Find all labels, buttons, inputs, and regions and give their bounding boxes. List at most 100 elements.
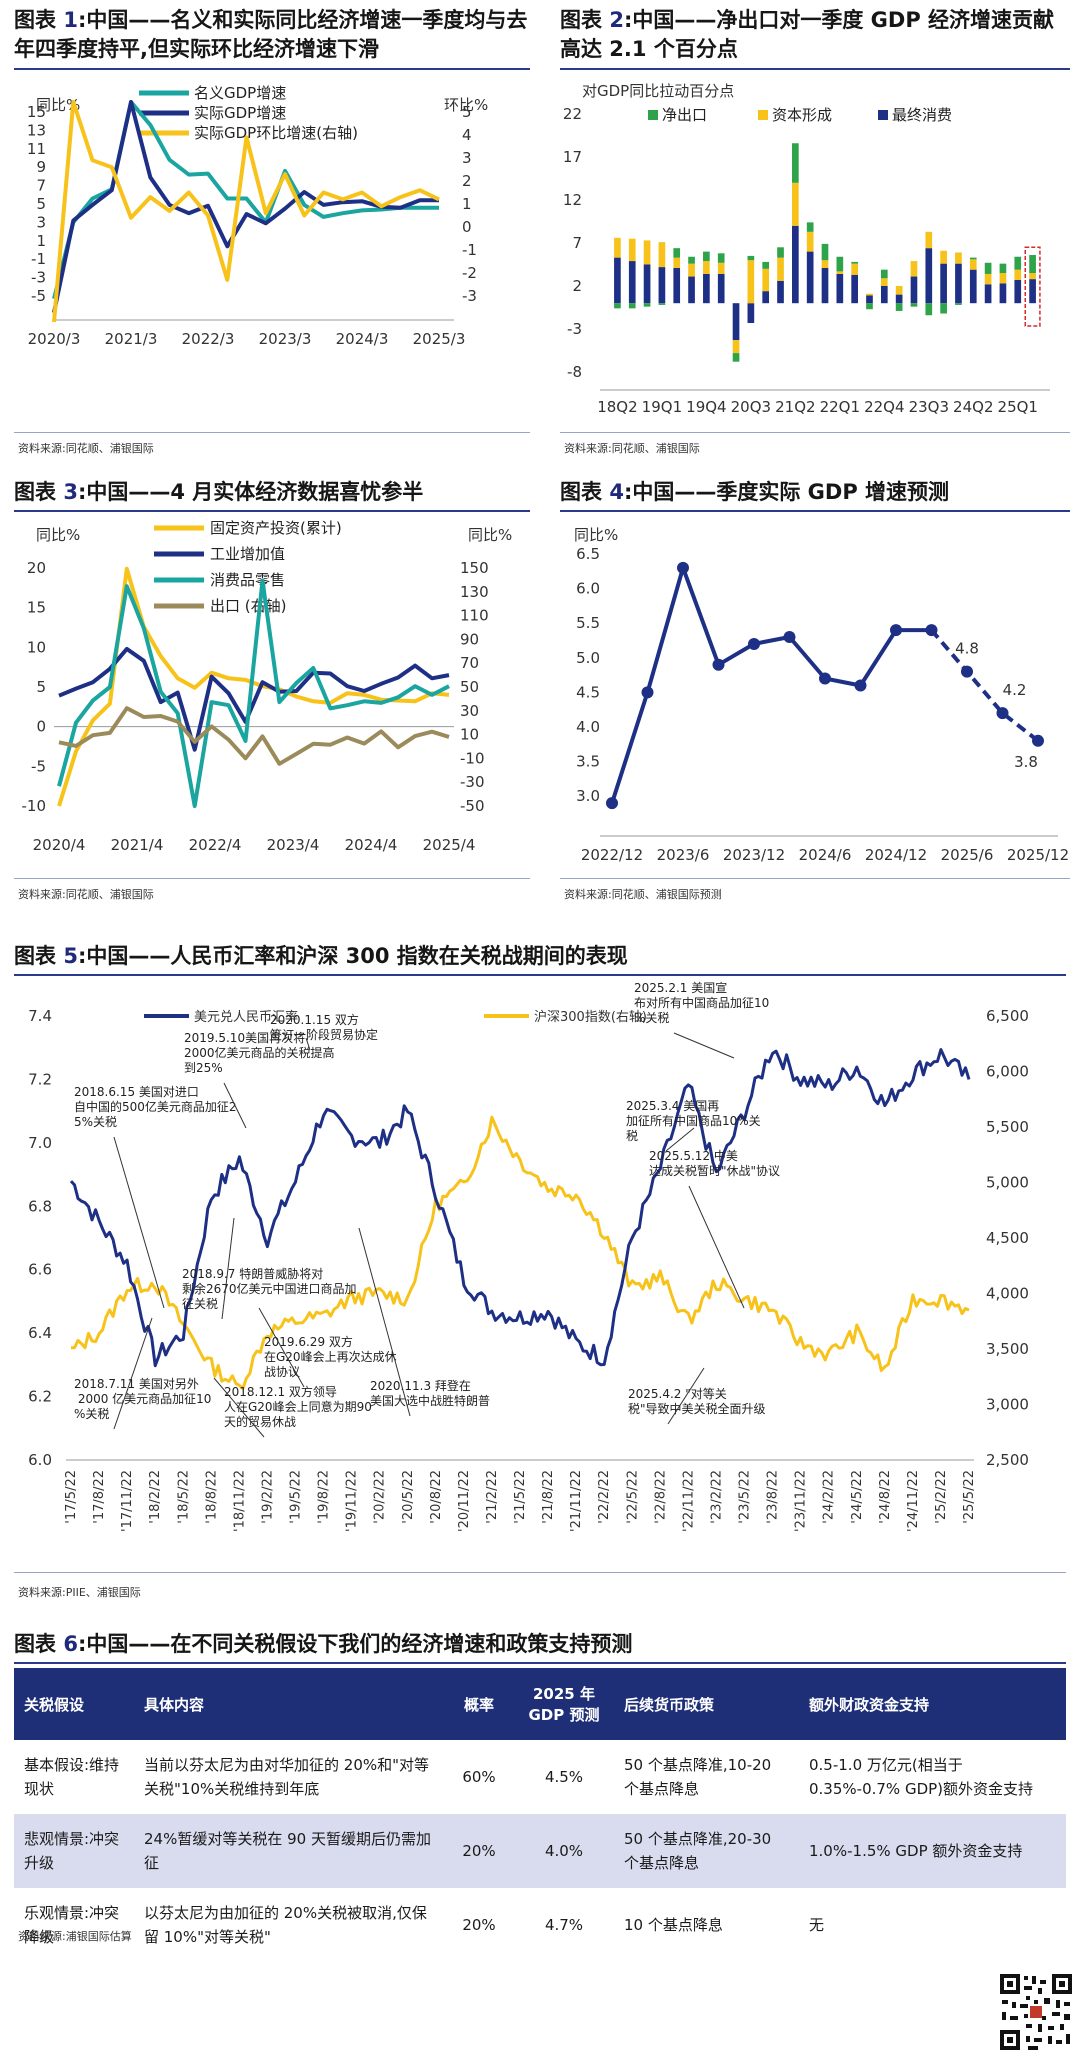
fig6-header-monetary: 后续货币政策 <box>614 1668 799 1740</box>
fig3-y2-tick: 70 <box>460 654 479 672</box>
fig1-y-tick: 7 <box>36 177 46 195</box>
fig6-header-row: 关税假设 具体内容 概率 2025 年 GDP 预测 后续货币政策 额外财政资金… <box>14 1668 1066 1740</box>
fig2-chart: 对GDP同比拉动百分点 净出口 资本形成 最终消费 22 17 12 7 2 -3 -8 18… <box>563 82 1050 416</box>
fig5-annotation-arrow <box>688 1185 745 1309</box>
fig3-y2-tick: 130 <box>460 583 489 601</box>
fig2-x-tick: 22Q1 <box>820 398 860 416</box>
fig2-bar-segment <box>984 262 992 274</box>
fig2-legend-swatch-consumption <box>878 110 888 120</box>
fig2-x-tick: 19Q4 <box>686 398 726 416</box>
fig5-x-tick: '25/2/22 <box>934 1470 949 1524</box>
fig6-cell: 4.5% <box>544 1768 584 1786</box>
fig4-data-label: 3.8 <box>1014 753 1038 771</box>
fig2-bar-segment <box>1014 279 1022 304</box>
fig2-bar-segment <box>1014 256 1022 270</box>
fig6-cell: 0.5-1.0 万亿元(相当于 0.35%-0.7% GDP)额外资金支持 <box>809 1756 1034 1798</box>
fig2-y-tick: 17 <box>563 148 582 166</box>
fig1-y-tick: 15 <box>27 103 46 121</box>
fig2-bar-segment <box>762 268 770 292</box>
fig2-bar-segment <box>1029 255 1036 274</box>
fig2-bar-segment <box>895 286 903 295</box>
fig4-y-tick: 4.5 <box>576 683 600 701</box>
fig3-legend-ip: 工业增加值 <box>210 545 285 563</box>
fig3-x-tick: 2025/4 <box>423 836 476 854</box>
fig5-annotation-arrow <box>673 1032 735 1059</box>
fig4-x-tick: 2022/12 <box>581 846 643 864</box>
fig2-source: 资料来源:同花顺、浦银国际 <box>564 442 700 455</box>
fig3-y2-tick: 110 <box>460 607 489 625</box>
fig2-x-tick: 21Q2 <box>775 398 815 416</box>
fig1-legend-real: 实际GDP增速 <box>194 104 286 122</box>
fig1-x-tick: 2024/3 <box>336 330 389 348</box>
fig4-y-tick: 5.5 <box>576 614 600 632</box>
fig2-axis-label: 对GDP同比拉动百分点 <box>582 82 734 100</box>
fig2-bar-segment <box>955 303 962 305</box>
fig2-bar-segment <box>999 263 1007 274</box>
fig5-annotation-arrow <box>667 1367 705 1425</box>
fig2-bar-segment <box>910 276 918 304</box>
fig3-y2-tick: -30 <box>460 773 485 791</box>
fig2-bar-segment <box>747 303 755 323</box>
fig5-y2-tick: 4,000 <box>986 1285 1029 1303</box>
fig2-bar-segment <box>614 303 621 309</box>
fig5-x-tick: '21/5/22 <box>513 1470 528 1524</box>
fig1-y-tick: -3 <box>31 269 46 287</box>
fig2-bar-segment <box>836 271 844 274</box>
fig2-bar-segment <box>851 274 858 304</box>
fig6-source: 资料来源:浦银国际估算 <box>18 1930 132 1943</box>
fig5-x-tick: '23/11/22 <box>794 1470 809 1532</box>
fig5-y2-tick: 2,500 <box>986 1451 1029 1469</box>
fig4-actual-point <box>712 658 725 671</box>
fig3-source: 资料来源:同花顺、浦银国际 <box>18 888 154 901</box>
fig5-annotation: 2025.2.1 美国宣布对所有中国商品加征10 %关税 <box>634 980 769 1025</box>
fig2-y-tick: -8 <box>567 363 582 381</box>
fig5-x-tick: '22/2/22 <box>597 1470 612 1524</box>
fig2-bar-segment <box>614 257 621 304</box>
fig2-bar-segment <box>673 248 681 258</box>
fig5-x-tick: '19/2/22 <box>260 1470 275 1524</box>
fig5-annotation: 2025.3.4 美国再加征所有中国商品10%关税 <box>626 1099 761 1143</box>
fig5-y-tick: 6.0 <box>28 1451 52 1469</box>
fig2-bar-segment <box>628 303 636 309</box>
fig2-bar-segment <box>703 273 710 304</box>
fig5-annotation-arrow <box>113 1136 165 1309</box>
fig4-x-tick: 2024/12 <box>865 846 927 864</box>
fig3-series-line-1 <box>58 646 450 752</box>
fig6-rule <box>14 1662 1066 1664</box>
fig2-bar-segment <box>940 303 947 314</box>
fig5-legend-fx: 美元兑人民币汇率 <box>194 1009 298 1025</box>
fig5-x-tick: '21/11/22 <box>569 1470 584 1532</box>
fig5-annotation-arrow <box>305 1037 311 1051</box>
fig5-legend: 美元兑人民币汇率 沪深300指数(右轴) <box>144 1009 647 1025</box>
fig2-highlight-box <box>1024 246 1041 327</box>
fig2-bar-segment <box>866 303 873 310</box>
fig3-series-line-3 <box>58 706 450 766</box>
fig4-y-tick: 4.0 <box>576 718 600 736</box>
fig1-y-tick: 11 <box>27 140 46 158</box>
fig5-annotation: 2018.7.11 美国对另外 2000 亿美元商品加征10 %关税 <box>74 1377 211 1421</box>
fig3-x-tick: 2022/4 <box>189 836 242 854</box>
fig1-y-tick: 1 <box>36 232 46 250</box>
fig4-rule <box>560 510 1070 512</box>
fig2-bar-segment <box>969 257 977 260</box>
fig1-right-axis-label: 环比% <box>444 96 488 114</box>
fig2-bar-segment <box>1029 279 1036 304</box>
fig6-header-fiscal: 额外财政资金支持 <box>799 1668 1066 1740</box>
fig3-title: 图表 3:中国——4 月实体经济数据喜忧参半 <box>14 480 424 504</box>
fig4-actual-point <box>606 797 618 810</box>
fig6-cell: 以芬太尼为由加征的 20%关税被取消,仅保留 10%"对等关税" <box>144 1904 427 1946</box>
fig2-bar-segment <box>643 240 651 265</box>
fig5-y2-tick: 5,500 <box>986 1118 1029 1136</box>
fig3-y2-tick: -50 <box>460 797 485 815</box>
fig1-rule <box>14 68 530 70</box>
fig1-x-tick: 2021/3 <box>105 330 158 348</box>
fig1-x-tick: 2020/3 <box>28 330 81 348</box>
fig2-bar-segment <box>895 303 903 311</box>
table-row: 乐观情景:冲突降级 以芬太尼为由加征的 20%关税被取消,仅保留 10%"对等关… <box>14 1888 1066 1962</box>
fig6-cell: 悲观情景:冲突升级 <box>14 1814 134 1888</box>
fig5-source: 资料来源:PIIE、浦银国际 <box>18 1586 141 1599</box>
fig6-header-gdp: 2025 年 GDP 预测 <box>514 1668 614 1740</box>
fig5-y2-tick: 3,500 <box>986 1340 1029 1358</box>
fig5-annotation-arrow <box>213 1377 265 1438</box>
fig5-x-tick: '23/5/22 <box>738 1470 753 1524</box>
